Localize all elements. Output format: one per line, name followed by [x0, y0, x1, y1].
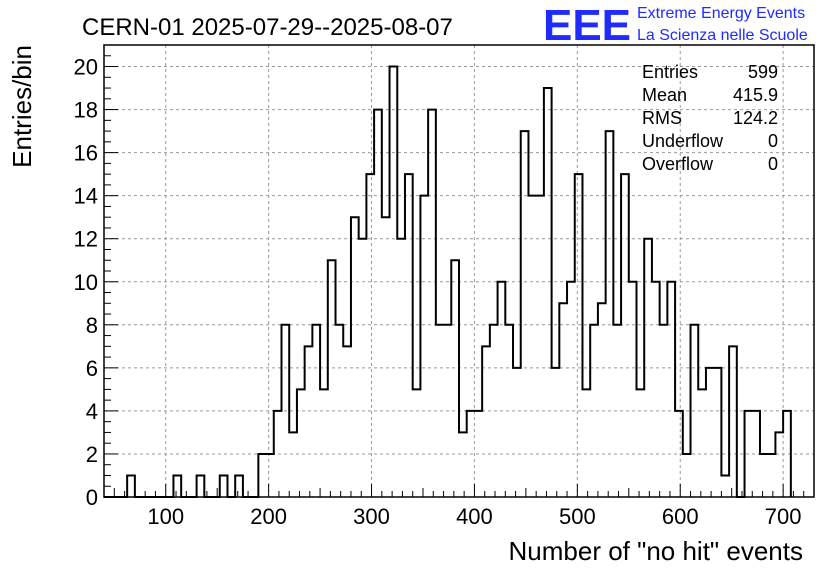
x-tick-label: 600 [662, 504, 699, 529]
eee-logo: EEE Extreme Energy Events La Scienza nel… [543, 1, 808, 50]
y-tick-label: 14 [74, 184, 98, 209]
y-axis-title: Entries/bin [7, 45, 37, 168]
stats-label: Entries [642, 62, 698, 82]
stats-value: 415.9 [733, 85, 778, 105]
y-tick-label: 10 [74, 270, 98, 295]
x-tick-label: 500 [559, 504, 596, 529]
logo-letters: EEE [543, 1, 631, 50]
stats-value: 124.2 [733, 108, 778, 128]
histogram-line [104, 65, 792, 498]
logo-line-1: Extreme Energy Events [637, 5, 805, 22]
y-tick-label: 0 [86, 485, 98, 510]
y-tick-label: 6 [86, 356, 98, 381]
stats-label: RMS [642, 108, 682, 128]
x-tick-label: 700 [765, 504, 802, 529]
stats-value: 599 [748, 62, 778, 82]
logo-line-2: La Scienza nelle Scuole [637, 27, 808, 44]
y-tick-label: 16 [74, 141, 98, 166]
y-tick-label: 18 [74, 98, 98, 123]
stats-value: 0 [768, 131, 778, 151]
y-tick-label: 4 [86, 399, 98, 424]
x-tick-label: 400 [456, 504, 493, 529]
stats-box: Entries 599 Mean 415.9 RMS 124.2 Underflow 0 Ove… [642, 62, 778, 174]
stats-label: Mean [642, 85, 687, 105]
x-axis-title: Number of "no hit" events [509, 536, 804, 566]
stats-label: Underflow [642, 131, 724, 151]
y-tick-label: 2 [86, 442, 98, 467]
chart-title: CERN-01 2025-07-29--2025-08-07 [82, 14, 453, 41]
x-tick-label: 100 [147, 504, 184, 529]
y-tick-label: 20 [74, 55, 98, 80]
y-tick-label: 8 [86, 313, 98, 338]
x-tick-label: 200 [250, 504, 287, 529]
y-tick-label: 12 [74, 227, 98, 252]
x-axis: 100 200 300 400 500 600 700 [103, 484, 815, 529]
x-tick-label: 300 [353, 504, 390, 529]
stats-label: Overflow [642, 154, 714, 174]
y-axis: 0 2 4 6 8 10 12 14 16 18 20 [74, 44, 118, 510]
stats-value: 0 [768, 154, 778, 174]
